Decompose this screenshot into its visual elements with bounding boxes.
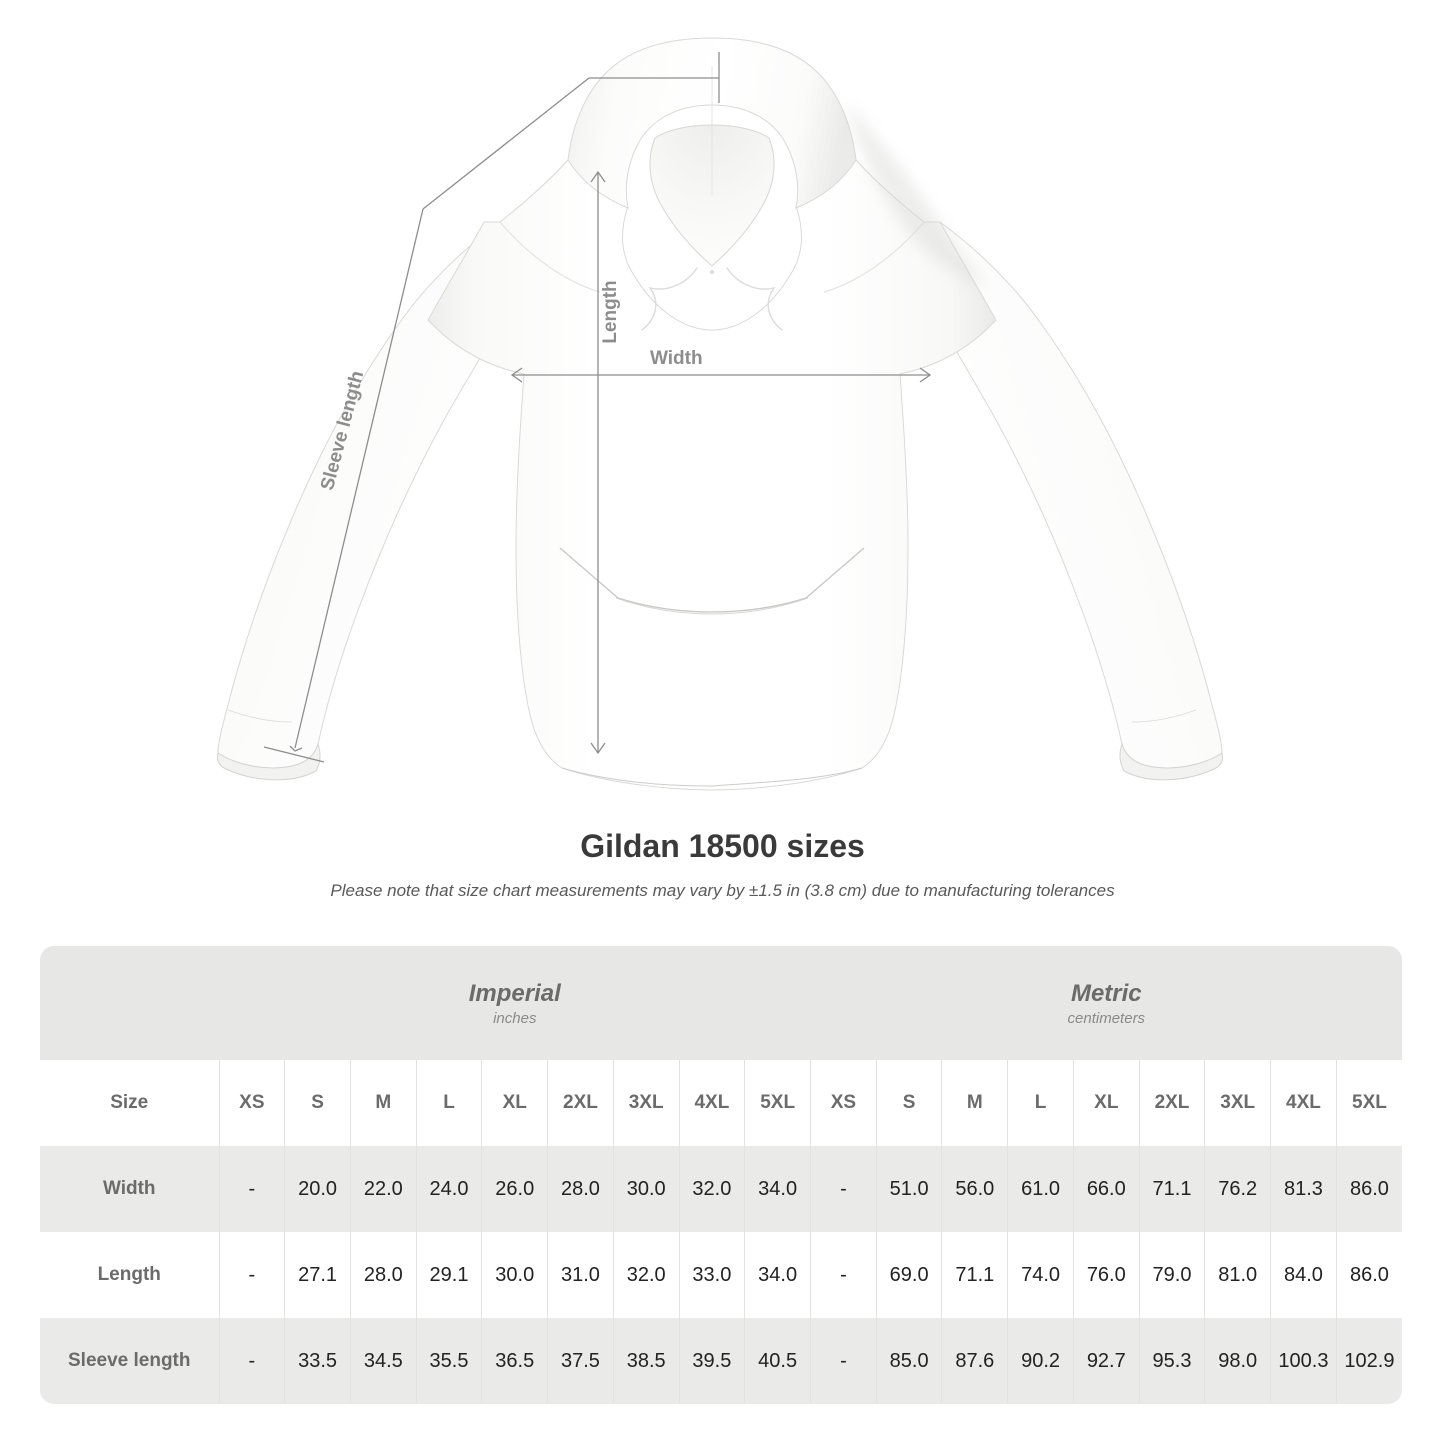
svg-text:Length: Length [600, 280, 621, 343]
svg-text:Width: Width [650, 348, 703, 369]
